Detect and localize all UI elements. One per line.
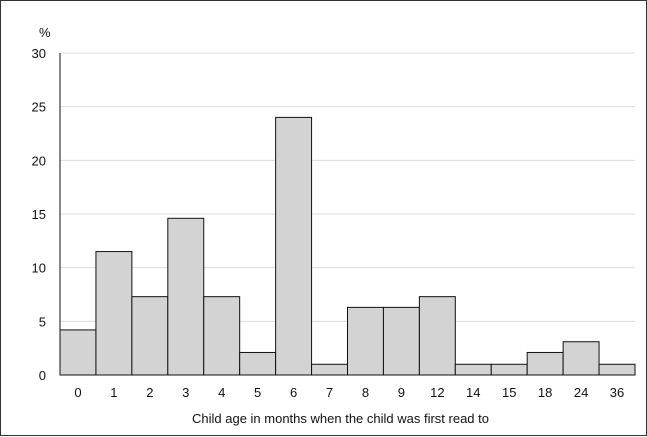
- x-tick-label-18: 18: [538, 385, 552, 400]
- y-tick-label-25: 25: [32, 100, 46, 115]
- x-tick-labels: 0 1 2 3 4 5 6 7 8 9 12 14 15 18 24 36: [74, 385, 624, 400]
- bar-18: [526, 351, 564, 376]
- y-axis-label: %: [39, 25, 51, 40]
- y-tick-label-5: 5: [39, 314, 46, 329]
- x-tick-label-14: 14: [466, 385, 480, 400]
- x-tick-label-4: 4: [218, 385, 225, 400]
- axes: [59, 53, 635, 376]
- x-tick-label-12: 12: [430, 385, 444, 400]
- gridlines: [60, 52, 635, 322]
- x-tick-label-15: 15: [502, 385, 516, 400]
- x-tick-label-1: 1: [110, 385, 117, 400]
- bar-7: [311, 363, 348, 376]
- y-tick-label-15: 15: [32, 207, 46, 222]
- bar-36: [598, 363, 636, 376]
- x-tick-label-6: 6: [290, 385, 297, 400]
- bar-15: [490, 363, 528, 376]
- bar-1: [95, 251, 133, 376]
- bar-0: [59, 329, 97, 376]
- bar-6: [275, 116, 313, 376]
- bars: [59, 116, 636, 376]
- y-tick-label-0: 0: [39, 368, 46, 383]
- x-tick-label-2: 2: [146, 385, 153, 400]
- y-tick-label-30: 30: [32, 46, 46, 61]
- y-tick-labels: 0 5 10 15 20 25 30: [32, 46, 46, 383]
- x-tick-label-36: 36: [610, 385, 624, 400]
- y-tick-label-20: 20: [32, 153, 46, 168]
- x-tick-label-5: 5: [254, 385, 261, 400]
- x-tick-label-3: 3: [182, 385, 189, 400]
- y-tick-label-10: 10: [32, 261, 46, 276]
- bar-8: [347, 306, 384, 376]
- bar-24: [562, 341, 600, 376]
- x-tick-label-7: 7: [326, 385, 333, 400]
- x-tick-label-0: 0: [74, 385, 81, 400]
- bar-2: [131, 296, 169, 376]
- x-tick-label-9: 9: [398, 385, 405, 400]
- x-axis-title: Child age in months when the child was f…: [192, 411, 489, 426]
- bar-14: [454, 363, 492, 376]
- x-tick-label-24: 24: [574, 385, 588, 400]
- bar-4: [203, 296, 241, 376]
- x-tick-label-8: 8: [362, 385, 369, 400]
- bar-9: [382, 306, 420, 376]
- bar-3: [167, 217, 205, 376]
- bar-5: [239, 351, 277, 376]
- bar-12: [418, 296, 456, 376]
